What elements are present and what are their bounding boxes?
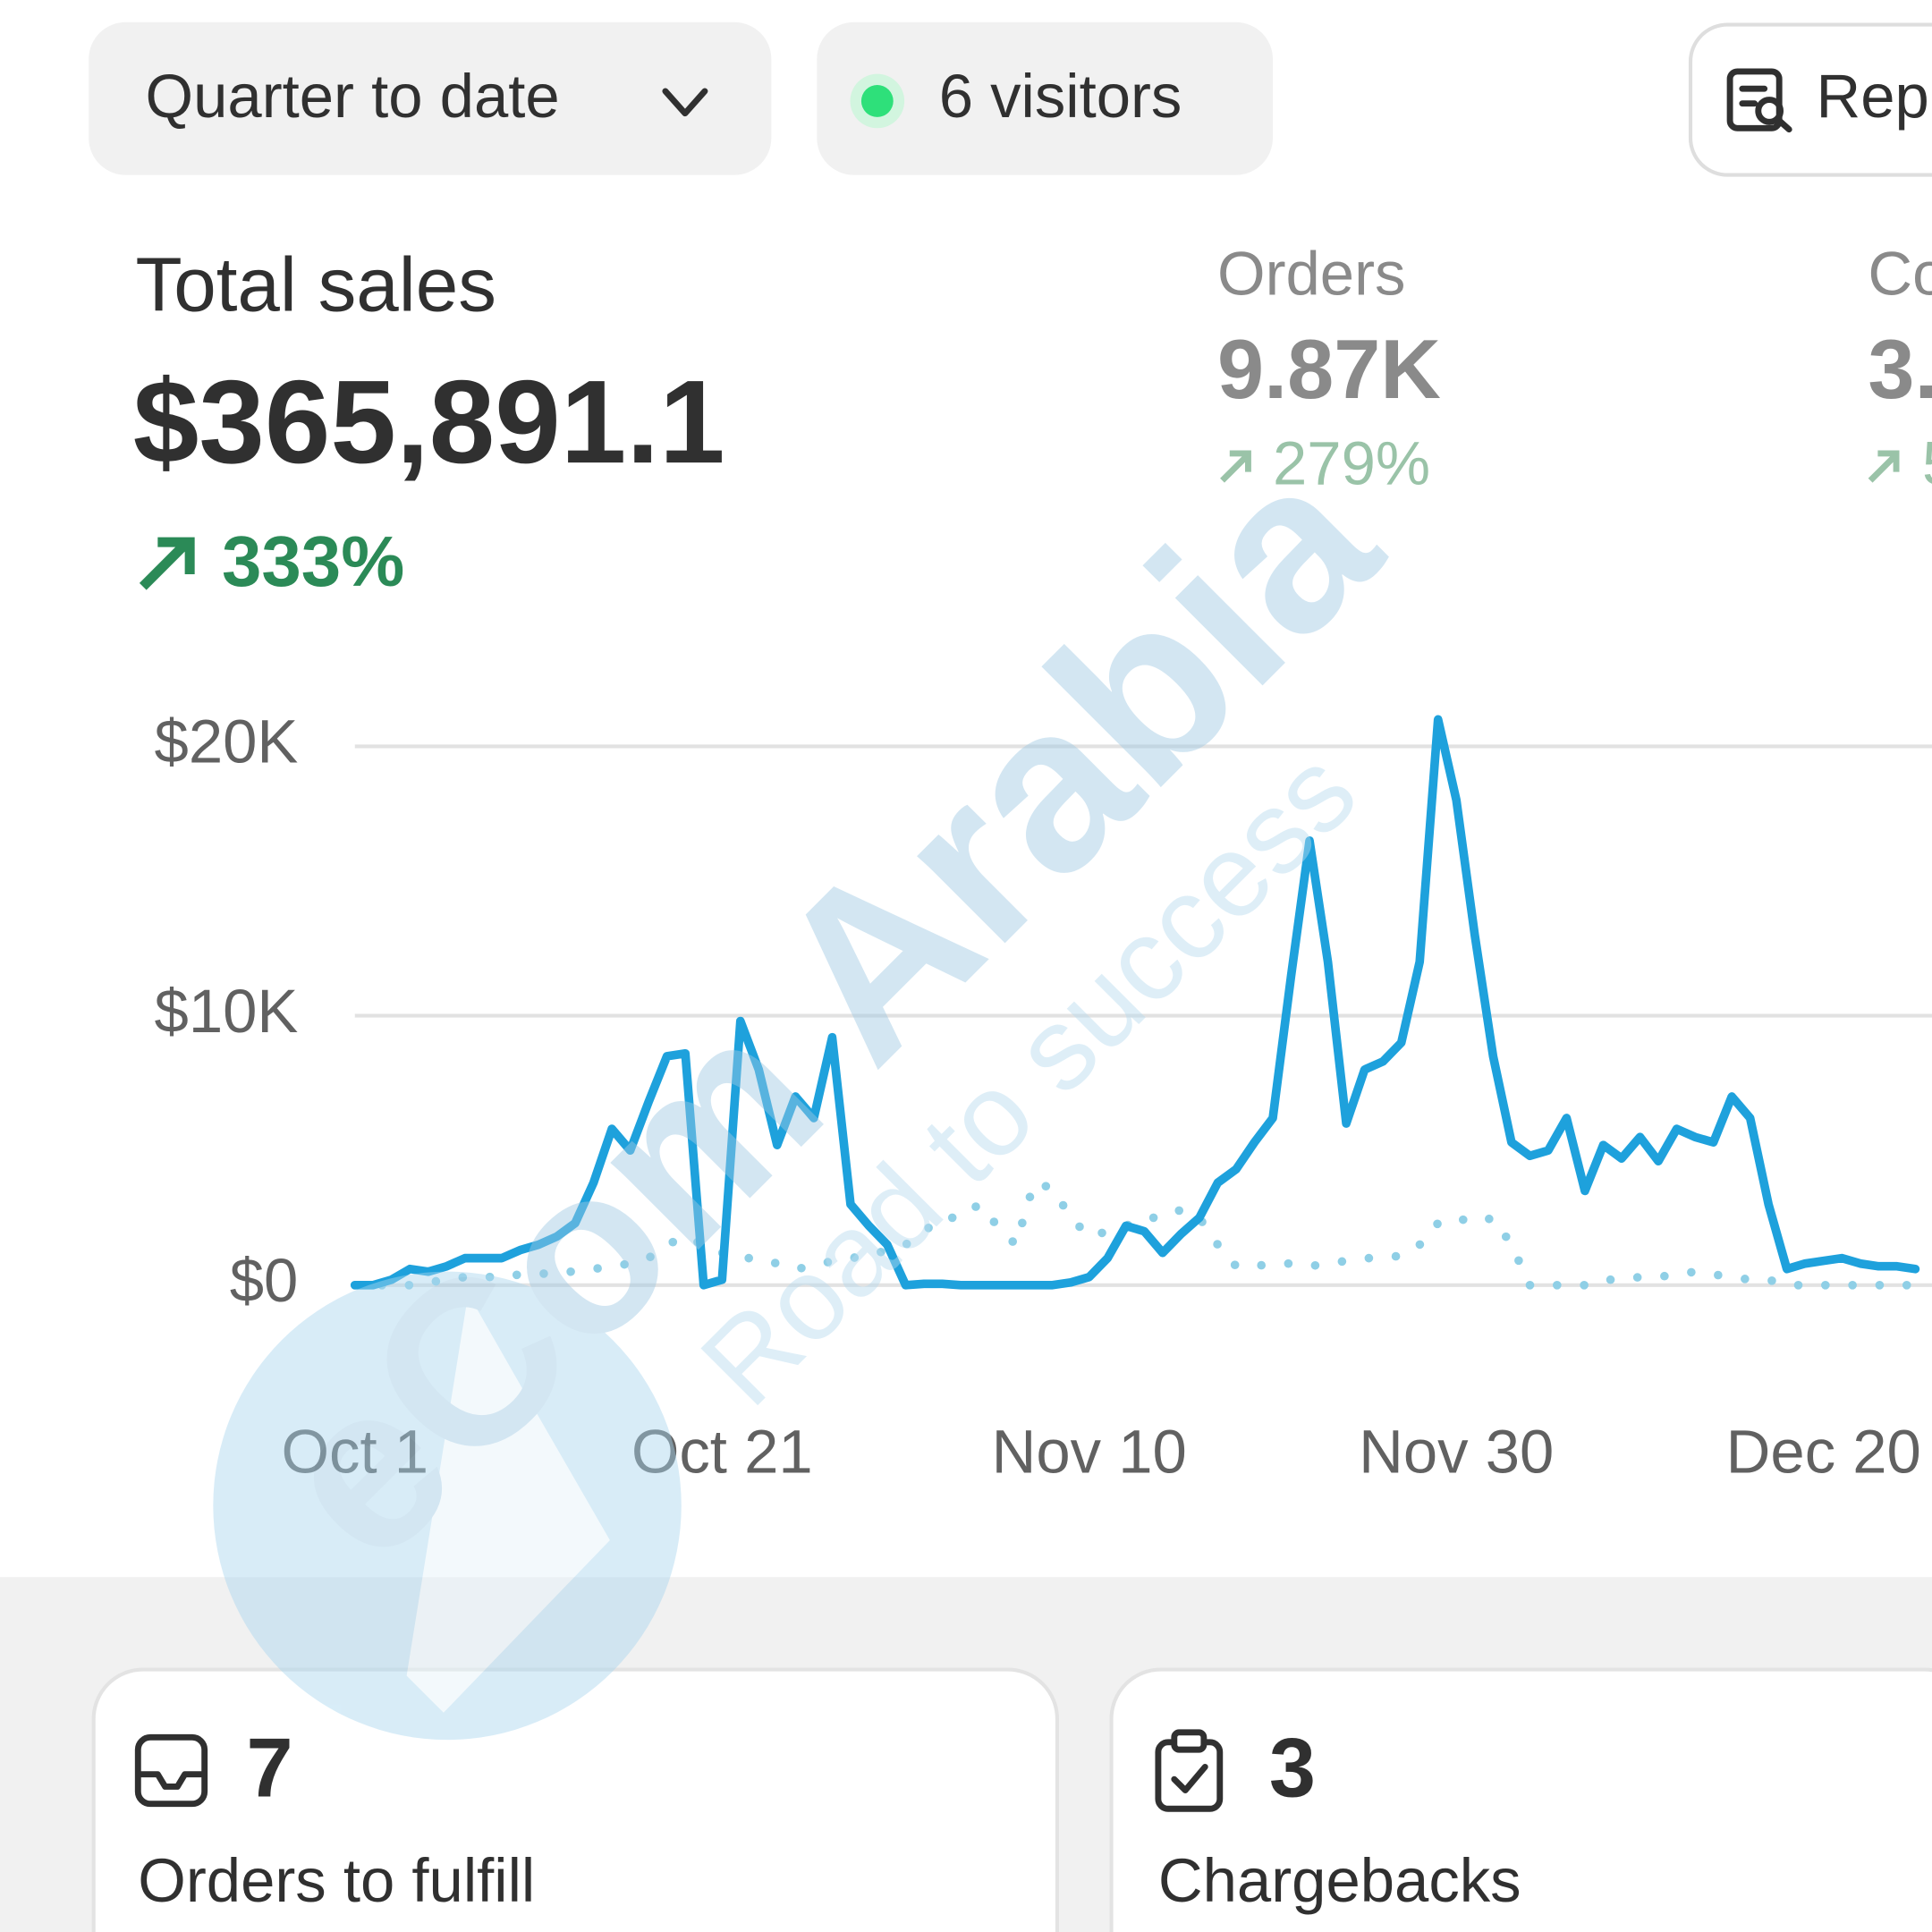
- visitors-label: 6 visitors: [939, 62, 1182, 131]
- x-tick-label: Oct 21: [631, 1417, 813, 1486]
- card-count: 3: [1269, 1720, 1316, 1814]
- y-tick-label: $20K: [155, 708, 299, 776]
- x-tick-label: Dec 20: [1726, 1417, 1921, 1486]
- x-tick-label: Oct 1: [281, 1417, 428, 1486]
- reports-label: Rep: [1817, 62, 1929, 131]
- sales-line: [350, 715, 1920, 1290]
- clipboard-icon: [1155, 1729, 1224, 1812]
- trend-arrow: [1220, 450, 1251, 483]
- x-tick-label: Nov 10: [992, 1417, 1187, 1486]
- metric-change: 279%: [1273, 429, 1430, 498]
- chart: $0 $10K $20K Oct 1 Oct 21 Nov 10 Nov 30 Dec 20: [155, 708, 1932, 1486]
- metric-value: 9.87K: [1217, 322, 1441, 416]
- metric-value: $365,891.1: [133, 356, 725, 488]
- card[interactable]: [91, 1667, 1059, 1932]
- metric-change: 333%: [222, 521, 404, 601]
- metric-label: Orders: [1217, 240, 1405, 309]
- metric-label: Co: [1868, 240, 1932, 309]
- trend-arrow: [139, 537, 195, 590]
- date-range-label: Quarter to date: [146, 62, 560, 131]
- y-tick-label: $0: [230, 1246, 299, 1315]
- trend-arrow: [1868, 450, 1900, 483]
- x-tick-label: Nov 30: [1359, 1417, 1554, 1486]
- reports-button[interactable]: [1688, 22, 1932, 177]
- chevron-icon: [662, 88, 708, 117]
- visitors-button[interactable]: [817, 21, 1274, 175]
- y-tick-label: $10K: [155, 977, 299, 1046]
- inbox-icon: [134, 1733, 208, 1808]
- card-label: Orders to fulfill: [138, 1846, 535, 1915]
- reports-icon: [1726, 68, 1792, 133]
- live-dot: [860, 85, 894, 117]
- card-label: Chargebacks: [1158, 1846, 1521, 1915]
- metric-change: 5: [1922, 429, 1932, 498]
- watermark-logo-arrow: [406, 1293, 610, 1713]
- card-count: 7: [247, 1720, 293, 1814]
- watermark-logo: [213, 1271, 682, 1741]
- date-range-button[interactable]: [89, 21, 772, 175]
- metric-label: Total sales: [136, 243, 496, 328]
- card[interactable]: [1109, 1667, 1932, 1932]
- metric-value: 3.: [1868, 322, 1932, 416]
